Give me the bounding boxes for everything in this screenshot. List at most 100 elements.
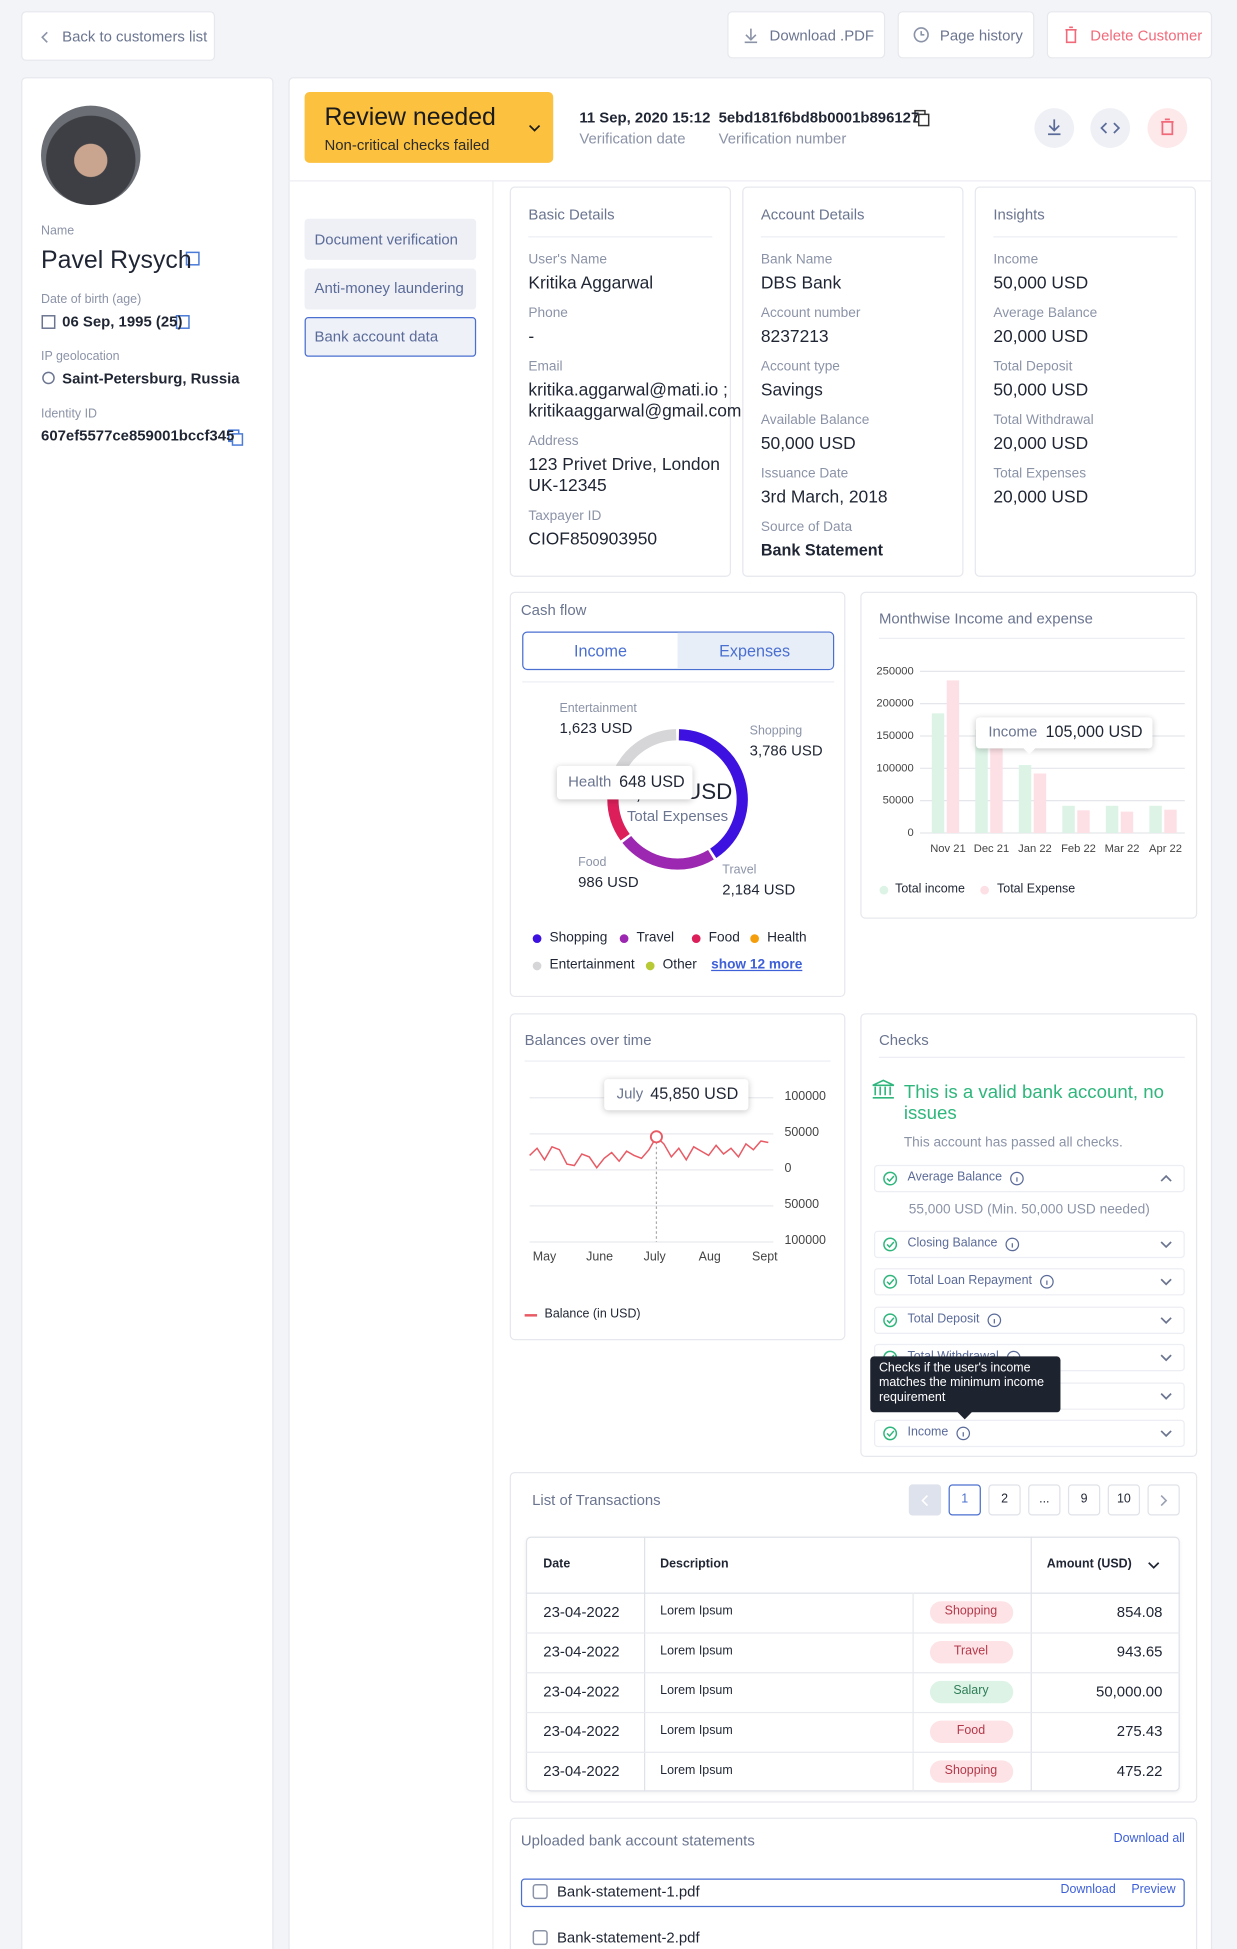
table (525, 1536, 1180, 1792)
tab-label[interactable]: Expenses (719, 641, 791, 660)
back-link[interactable]: Back to customers list (62, 27, 208, 46)
column-header: Date (543, 1557, 571, 1572)
button-label[interactable]: Page history (939, 26, 1023, 45)
field-label: Identity ID (41, 407, 98, 422)
nav-button[interactable] (304, 268, 477, 310)
divider (492, 180, 494, 1949)
status-title[interactable]: Review needed (324, 103, 496, 132)
button-label[interactable]: Delete Customer (1090, 26, 1203, 45)
cell-date: 23-04-2022 (543, 1682, 620, 1701)
calendar-icon (41, 315, 56, 329)
chevron-icon (1160, 1278, 1172, 1286)
page-number[interactable]: 10 (1116, 1492, 1131, 1507)
check-name[interactable]: Closing Balance (907, 1236, 998, 1251)
tag (929, 1680, 1014, 1704)
panel-title: Insights (993, 205, 1045, 224)
field-label: Source of Data (760, 519, 853, 535)
tooltip-value: 105,000 USD (1045, 722, 1143, 741)
field-value: Saint-Petersburg, Russia (62, 369, 240, 388)
x-tick-label: June (586, 1250, 614, 1265)
page-button[interactable] (1028, 1484, 1061, 1516)
code-icon-button[interactable] (1090, 108, 1131, 148)
panel-card (742, 186, 964, 577)
page-button[interactable] (948, 1484, 981, 1516)
check-row[interactable] (873, 1230, 1185, 1259)
table-line (643, 1536, 646, 1792)
show-more-link[interactable]: show 12 more (711, 957, 803, 973)
check-row[interactable] (873, 1268, 1185, 1296)
card-title: Uploaded bank account statements (520, 1831, 755, 1850)
check-name[interactable]: Average Balance (907, 1170, 1003, 1185)
check-icon (886, 1317, 895, 1324)
status-subtitle[interactable]: Non-critical checks failed (324, 136, 490, 154)
copy-icon (917, 113, 930, 127)
nav-label[interactable]: Bank account data (314, 327, 439, 345)
page-history-button[interactable] (897, 11, 1035, 59)
page-number[interactable]: ... (1039, 1492, 1050, 1507)
check-row[interactable] (873, 1419, 1185, 1448)
x-tick-label: July (643, 1250, 666, 1265)
page-button[interactable] (908, 1484, 942, 1516)
checks-headline: This is a valid bank account, no issues (903, 1081, 1165, 1124)
field-value: 20,000 USD (993, 325, 1089, 346)
nav-label[interactable]: Document verification (314, 230, 458, 249)
x-tick-label: Sept (752, 1250, 778, 1265)
legend-dot (980, 885, 989, 895)
field-value: Kritika Aggarwal (528, 272, 654, 293)
field-value: Bank Statement (760, 540, 883, 560)
page-button[interactable] (1147, 1484, 1180, 1516)
page-number[interactable]: 2 (1001, 1492, 1008, 1507)
field-value: 50,000 USD (760, 432, 856, 453)
page-button[interactable] (1067, 1484, 1101, 1516)
file-icon (532, 1929, 548, 1946)
field-label: Account number (760, 305, 861, 321)
tab-label[interactable]: Income (573, 641, 627, 660)
back-button[interactable] (21, 11, 216, 61)
bar (1062, 805, 1075, 833)
legend-dot (691, 934, 701, 943)
file-row[interactable] (520, 1878, 1185, 1908)
check-name[interactable]: Total Deposit (907, 1312, 980, 1327)
check-name[interactable]: Income (907, 1425, 949, 1440)
field-value: 8237213 (760, 325, 829, 346)
chevron-icon (1160, 1317, 1172, 1325)
bar (946, 680, 960, 833)
panel-card (509, 186, 732, 577)
check-row[interactable] (873, 1164, 1185, 1193)
table-line (912, 1592, 914, 1792)
nav-label[interactable]: Anti-money laundering (314, 279, 464, 297)
chevron-icon (528, 124, 541, 132)
table-line (525, 1751, 1180, 1753)
page-number[interactable]: 9 (1080, 1492, 1088, 1507)
button-label[interactable]: Download .PDF (769, 26, 875, 45)
chevron-icon (41, 31, 48, 43)
info-icon (987, 1313, 1002, 1328)
field-value: 3rd March, 2018 (760, 486, 888, 506)
page-number[interactable]: 1 (961, 1492, 969, 1507)
field-label: Total Withdrawal (993, 412, 1094, 428)
check-row[interactable] (873, 1306, 1185, 1334)
page-button[interactable] (988, 1484, 1021, 1516)
status-badge[interactable] (304, 91, 554, 163)
download-icon (1048, 119, 1061, 136)
field-label: Total Expenses (993, 466, 1087, 482)
segment-name: Travel (722, 863, 757, 878)
nav-button[interactable] (304, 218, 477, 260)
legend-label: Travel (636, 930, 675, 946)
field-value: CIOF850903950 (528, 528, 658, 549)
delete-icon-button[interactable] (1147, 108, 1188, 148)
y-tick-label: 200000 (876, 696, 914, 710)
field-label: Available Balance (760, 412, 870, 428)
tab-active[interactable] (677, 632, 833, 669)
file-action[interactable]: Preview (1131, 1883, 1176, 1897)
delete-button[interactable] (1046, 11, 1213, 59)
tag (929, 1760, 1014, 1783)
download-all-link[interactable]: Download all (1113, 1832, 1185, 1846)
page-button[interactable] (1107, 1484, 1141, 1516)
nav-button[interactable] (304, 317, 477, 357)
check-name[interactable]: Total Loan Repayment (907, 1273, 1032, 1288)
field-label: User's Name (528, 252, 607, 268)
download-pdf-button[interactable] (727, 11, 886, 59)
transactions-card (509, 1471, 1198, 1803)
file-action[interactable]: Download (1060, 1883, 1116, 1897)
